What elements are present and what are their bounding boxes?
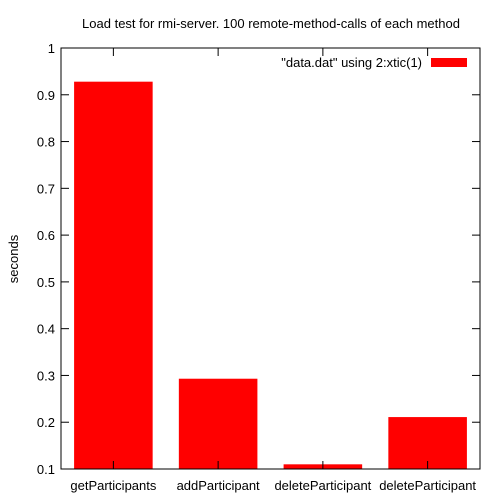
legend-swatch xyxy=(431,58,467,67)
x-tick-label-1: addParticipant xyxy=(177,478,260,493)
y-tick-label-5: 0.6 xyxy=(37,228,55,243)
bar-0 xyxy=(74,81,153,470)
y-tick-label-1: 0.2 xyxy=(37,415,55,430)
ticks-layer: getParticipants addParticipant deleteParti… xyxy=(37,41,480,493)
legend: "data.dat" using 2:xtic(1) xyxy=(281,55,467,70)
bar-1 xyxy=(178,378,258,469)
x-tick-label-2: deleteParticipant xyxy=(274,478,371,493)
y-tick-label-6: 0.7 xyxy=(37,181,55,196)
y-tick-label-8: 0.9 xyxy=(37,88,55,103)
y-tick-label-7: 0.8 xyxy=(37,135,55,150)
y-axis-label: seconds xyxy=(6,234,21,283)
y-tick-label-3: 0.4 xyxy=(37,322,55,337)
chart-title: Load test for rmi-server. 100 remote-met… xyxy=(82,16,460,31)
x-tick-label-3: deleteParticipant xyxy=(379,478,476,493)
plot-frame xyxy=(60,47,481,470)
y-tick-label-9: 1 xyxy=(48,41,55,56)
legend-label: "data.dat" using 2:xtic(1) xyxy=(281,55,422,70)
bars-layer xyxy=(74,81,467,470)
y-tick-label-0: 0.1 xyxy=(37,462,55,477)
y-tick-label-2: 0.3 xyxy=(37,368,55,383)
bar-3 xyxy=(388,417,467,469)
x-tick-label-0: getParticipants xyxy=(70,478,156,493)
y-tick-label-4: 0.5 xyxy=(37,275,55,290)
